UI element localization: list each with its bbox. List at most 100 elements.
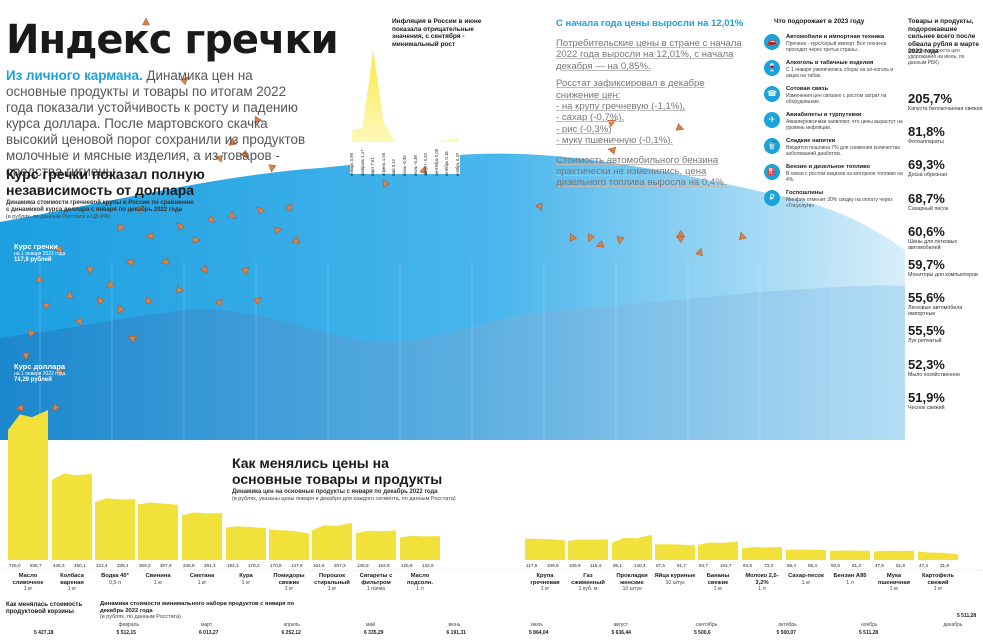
basket-month: ноябрь bbox=[861, 622, 878, 628]
product-unit: 1 куб. м bbox=[578, 586, 598, 593]
topcat-value: 55,6% bbox=[908, 290, 945, 306]
product-unit: 10 штук bbox=[665, 579, 685, 586]
basket-value: 5 636,44 bbox=[611, 630, 631, 636]
reason-icon: ⛽ bbox=[764, 164, 780, 180]
product-unit: 1 л bbox=[416, 586, 424, 593]
buckwheat-grain bbox=[419, 165, 427, 175]
product-jan-value: 164,6 bbox=[313, 563, 325, 568]
basket-desc: Динамика стоимости минимального набора п… bbox=[100, 601, 295, 614]
usd-sub: на 1 января 2022 года bbox=[14, 371, 66, 377]
buckwheat-grain bbox=[228, 210, 236, 219]
product-unit: 0,5 л bbox=[109, 579, 121, 586]
product-jan-value: 725,0 bbox=[9, 563, 21, 568]
product-dec-value: 31,9 bbox=[940, 563, 949, 568]
buckwheat-grain bbox=[284, 203, 293, 212]
product-label: Прокладки женские 10 штук bbox=[610, 573, 654, 593]
product-dec-value: 261,3 bbox=[204, 563, 216, 568]
inflation-area bbox=[352, 49, 458, 149]
usd-value: 74,29 рублей bbox=[14, 377, 52, 383]
basket-month: август bbox=[613, 622, 629, 628]
topcat-label: Доска обрезная bbox=[908, 172, 948, 179]
basket-value: 5 500,07 bbox=[776, 630, 796, 636]
product-name: Помидоры свежие bbox=[273, 573, 305, 586]
product-bar bbox=[52, 473, 92, 560]
basket-month: март bbox=[201, 622, 213, 628]
basket-month: октябрь bbox=[778, 622, 797, 628]
product-jan-value: 84,7 bbox=[699, 563, 708, 568]
buckwheat-grain bbox=[607, 146, 617, 155]
reason-title: Сладкие напитки bbox=[786, 138, 836, 144]
product-jan-value: 446,3 bbox=[53, 563, 65, 568]
grecha-sub: на 1 января 2022 года bbox=[14, 251, 66, 257]
inflation-title: Инфляция в России в июне показала отрица… bbox=[392, 18, 482, 48]
product-label: Крупа гречневая 1 кг bbox=[523, 573, 567, 593]
product-unit: 10 штук bbox=[622, 586, 642, 593]
basket-value: 6 191,31 bbox=[446, 630, 466, 636]
product-jan-value: 64,9 bbox=[743, 563, 752, 568]
buckwheat-grain bbox=[228, 137, 237, 146]
since-item: - сахар (-0,7%), bbox=[556, 112, 625, 124]
product-dec-value: 73,3 bbox=[764, 563, 773, 568]
topcat-value: 205,7% bbox=[908, 91, 953, 106]
buckwheat-grain bbox=[160, 257, 170, 265]
buckwheat-grain bbox=[569, 233, 577, 242]
product-name: Сахар-песок bbox=[788, 573, 824, 579]
buckwheat-grain bbox=[176, 222, 186, 232]
topcat-item: 52,3% Мыло хозяйственное bbox=[908, 357, 983, 378]
buckwheat-grain bbox=[207, 214, 216, 223]
basket-value: 6 013,27 bbox=[199, 630, 219, 636]
buckwheat-grain bbox=[52, 402, 61, 412]
basket-heading: Как менялась стоимость продуктовой корзи… bbox=[6, 601, 83, 615]
product-dec-value: 132,9 bbox=[422, 563, 434, 568]
topcat-item: 60,6% Шины для легковых автомобилей bbox=[908, 223, 983, 251]
topcat-value: 60,6% bbox=[908, 223, 945, 239]
basket-month: май bbox=[366, 622, 376, 628]
product-unit: 1 кг bbox=[713, 586, 723, 593]
product-dec-value: 51,3 bbox=[852, 563, 861, 568]
product-unit: 1 кг bbox=[241, 579, 251, 586]
product-label: Сахар-песок 1 кг bbox=[784, 573, 828, 586]
product-bar bbox=[830, 550, 870, 560]
product-label: Сигареты с фильтром 1 пачка bbox=[354, 573, 398, 593]
product-unit: 1 кг bbox=[327, 586, 337, 593]
buckwheat-grain bbox=[97, 296, 106, 305]
topcat-value: 55,5% bbox=[908, 323, 945, 339]
buckwheat-grain bbox=[739, 231, 747, 241]
since-year-text: Потребительские цены в стране с начала 2… bbox=[556, 38, 746, 195]
product-unit: 1 кг bbox=[933, 586, 943, 593]
reason-icon: 🥤 bbox=[764, 138, 780, 154]
buckwheat-grain bbox=[595, 240, 605, 248]
product-label: Сметана 1 кг bbox=[180, 573, 224, 586]
reason-desc: Причина - курс/серый импорт. Все техни-к… bbox=[786, 41, 887, 53]
product-jan-value: 50,6 bbox=[831, 563, 840, 568]
buckwheat-grain bbox=[125, 258, 135, 267]
buckwheat-grain bbox=[382, 179, 391, 188]
product-jan-value: 322,4 bbox=[96, 563, 108, 568]
reason-desc: С 1 января увеличились сборы на ал-когол… bbox=[786, 67, 894, 79]
product-jan-value: 47,5 bbox=[875, 563, 884, 568]
product-dec-value: 51,8 bbox=[896, 563, 905, 568]
grecha-label: Курс гречки на 1 января 2022 года 117,9 … bbox=[14, 242, 65, 263]
product-jan-value: 117,9 bbox=[526, 563, 538, 568]
product-unit: 1 кг bbox=[153, 579, 163, 586]
topcat-item: 68,7% Сахарный песок bbox=[908, 191, 983, 212]
buckwheat-grain bbox=[75, 317, 83, 327]
buckwheat-grain bbox=[35, 275, 45, 283]
product-dec-value: 307,9 bbox=[160, 563, 172, 568]
product-name: Яйца куриные bbox=[654, 573, 696, 579]
grecha-value: 117,9 рублей bbox=[14, 257, 52, 263]
kurs-desc-unit: (в рублях, по данным Росстата и ЦБ РФ) bbox=[6, 214, 111, 220]
buckwheat-grain bbox=[214, 298, 223, 307]
product-dec-value: 102,7 bbox=[720, 563, 732, 568]
topcat-label: Легковые автомобили импортные bbox=[908, 305, 963, 318]
product-unit: 1 кг bbox=[23, 586, 33, 593]
products-heading: Как менялись цены на основные товары и п… bbox=[232, 455, 443, 487]
reason-desc: В связи с ростом акцизов на моторное топ… bbox=[786, 171, 903, 183]
product-bar bbox=[8, 410, 48, 560]
buckwheat-grain bbox=[214, 154, 223, 163]
topcat-item: 81,8% Фотоаппараты bbox=[908, 125, 983, 146]
product-jan-value: 170,8 bbox=[270, 563, 282, 568]
topcat-item: 55,6% Легковые автомобили импортные bbox=[908, 290, 983, 318]
topcat-label: Мыло хозяйственное bbox=[908, 371, 961, 378]
product-unit: 1 кг bbox=[284, 586, 294, 593]
